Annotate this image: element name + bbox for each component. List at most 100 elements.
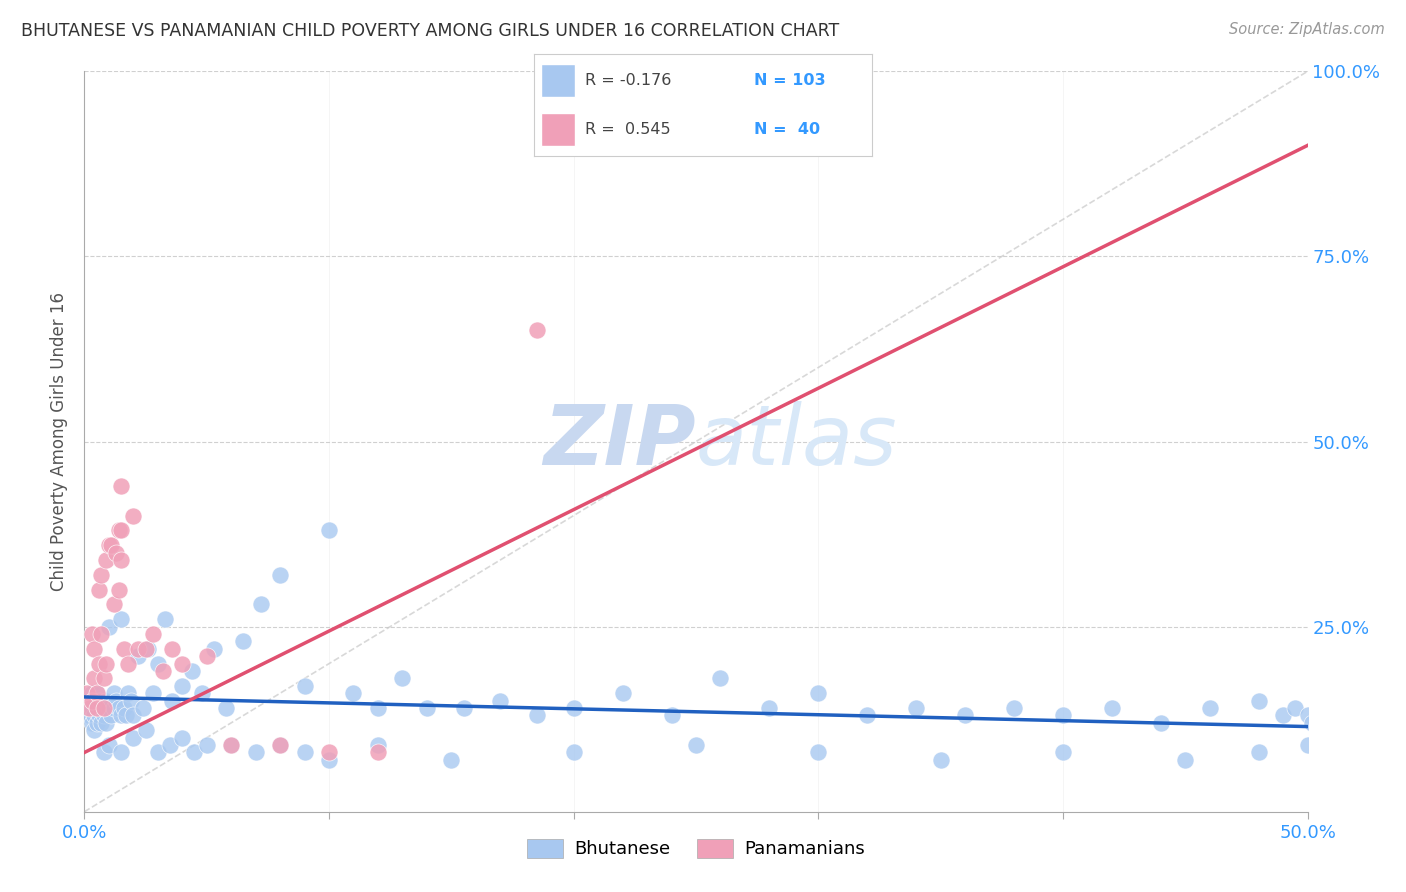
- Point: [103, 686, 125, 700]
- Point: [96, 657, 118, 671]
- Point: [367, 738, 389, 752]
- Point: [77, 708, 100, 723]
- Text: R = -0.176: R = -0.176: [585, 73, 671, 88]
- FancyBboxPatch shape: [541, 112, 575, 145]
- Point: [86, 686, 108, 700]
- Point: [612, 686, 634, 700]
- Point: [159, 738, 181, 752]
- Point: [294, 746, 316, 760]
- Point: [110, 524, 132, 538]
- Point: [87, 708, 110, 723]
- Point: [105, 694, 128, 708]
- Text: Source: ZipAtlas.com: Source: ZipAtlas.com: [1229, 22, 1385, 37]
- Point: [110, 479, 132, 493]
- Point: [83, 641, 105, 656]
- Point: [195, 649, 218, 664]
- Point: [162, 694, 184, 708]
- Point: [110, 746, 132, 760]
- Point: [367, 746, 389, 760]
- Point: [77, 694, 100, 708]
- Point: [142, 686, 165, 700]
- Point: [127, 641, 149, 656]
- Point: [110, 708, 132, 723]
- Point: [90, 627, 112, 641]
- Point: [172, 731, 194, 745]
- Point: [103, 598, 125, 612]
- Point: [269, 738, 291, 752]
- Point: [146, 746, 169, 760]
- Point: [135, 723, 157, 738]
- Point: [117, 657, 139, 671]
- Point: [318, 524, 340, 538]
- Point: [294, 679, 316, 693]
- Point: [1002, 701, 1025, 715]
- Point: [1174, 753, 1197, 767]
- Point: [86, 701, 108, 715]
- Text: N =  40: N = 40: [754, 122, 820, 137]
- Point: [1309, 782, 1331, 797]
- Point: [93, 701, 115, 715]
- Point: [86, 701, 108, 715]
- Point: [107, 524, 129, 538]
- Point: [90, 567, 112, 582]
- Point: [107, 582, 129, 597]
- Point: [153, 612, 176, 626]
- Point: [1284, 701, 1306, 715]
- Point: [661, 708, 683, 723]
- Point: [135, 641, 157, 656]
- Text: N = 103: N = 103: [754, 73, 825, 88]
- Point: [110, 612, 132, 626]
- Text: R =  0.545: R = 0.545: [585, 122, 671, 137]
- Point: [87, 657, 110, 671]
- Point: [87, 582, 110, 597]
- Point: [342, 686, 364, 700]
- Point: [1101, 701, 1123, 715]
- Point: [807, 686, 830, 700]
- Point: [416, 701, 439, 715]
- Point: [122, 508, 145, 523]
- Point: [122, 731, 145, 745]
- Point: [929, 753, 952, 767]
- Point: [245, 746, 267, 760]
- Point: [1301, 715, 1323, 730]
- Point: [391, 672, 413, 686]
- Point: [112, 701, 135, 715]
- Point: [122, 708, 145, 723]
- Text: BHUTANESE VS PANAMANIAN CHILD POVERTY AMONG GIRLS UNDER 16 CORRELATION CHART: BHUTANESE VS PANAMANIAN CHILD POVERTY AM…: [21, 22, 839, 40]
- Text: atlas: atlas: [696, 401, 897, 482]
- Point: [120, 694, 142, 708]
- Point: [93, 708, 115, 723]
- Point: [453, 701, 475, 715]
- Point: [117, 686, 139, 700]
- Point: [96, 694, 118, 708]
- Point: [107, 701, 129, 715]
- Point: [96, 553, 118, 567]
- Point: [183, 746, 205, 760]
- Point: [562, 746, 585, 760]
- Point: [562, 701, 585, 715]
- Point: [440, 753, 463, 767]
- Point: [1247, 694, 1270, 708]
- Point: [172, 679, 194, 693]
- Point: [269, 567, 291, 582]
- Point: [80, 694, 103, 708]
- Point: [1150, 715, 1173, 730]
- Point: [103, 701, 125, 715]
- Point: [83, 708, 105, 723]
- Point: [127, 649, 149, 664]
- Point: [76, 701, 98, 715]
- Point: [152, 664, 174, 678]
- Point: [1247, 746, 1270, 760]
- Point: [709, 672, 731, 686]
- Point: [80, 701, 103, 715]
- Point: [80, 715, 103, 730]
- Point: [93, 746, 115, 760]
- Point: [953, 708, 976, 723]
- Point: [80, 686, 103, 700]
- Point: [105, 546, 128, 560]
- Legend: Bhutanese, Panamanians: Bhutanese, Panamanians: [520, 832, 872, 865]
- Point: [146, 657, 169, 671]
- Point: [86, 686, 108, 700]
- Point: [685, 738, 707, 752]
- Point: [80, 627, 103, 641]
